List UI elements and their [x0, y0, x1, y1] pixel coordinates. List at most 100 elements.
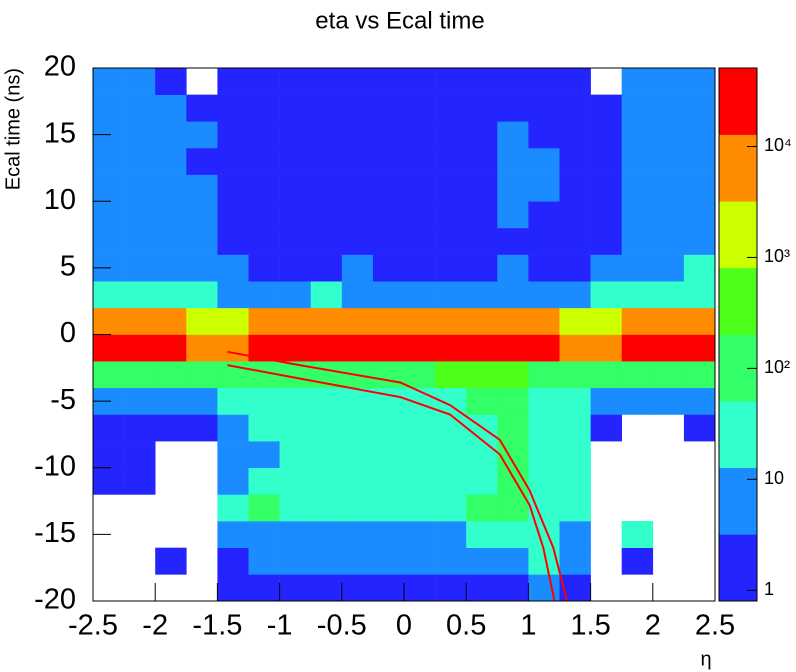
heatmap-cell — [310, 227, 343, 255]
heatmap-cell — [217, 254, 249, 282]
heatmap-cell — [652, 174, 685, 202]
heatmap-cell — [404, 94, 436, 122]
heatmap-cell — [248, 521, 280, 548]
heatmap-cell — [435, 94, 467, 122]
heatmap-cell — [559, 414, 591, 442]
heatmap-cell — [497, 68, 529, 95]
heatmap-cell — [279, 307, 311, 335]
heatmap-cell — [559, 94, 591, 122]
heatmap-cell — [621, 281, 654, 309]
heatmap-cell — [683, 174, 716, 202]
heatmap-cell — [341, 94, 374, 122]
heatmap-cell — [621, 254, 654, 282]
heatmap-cell — [372, 414, 405, 442]
heatmap-cell — [186, 361, 218, 389]
heatmap-cell — [528, 334, 560, 362]
heatmap-cell — [466, 227, 498, 255]
heatmap-cell — [435, 201, 467, 229]
heatmap-cell — [217, 307, 249, 335]
heatmap-cell — [435, 281, 467, 309]
heatmap — [93, 68, 716, 602]
heatmap-cell — [217, 121, 249, 149]
heatmap-cell — [341, 201, 374, 229]
heatmap-cell — [124, 227, 156, 255]
heatmap-cell — [124, 121, 156, 149]
heatmap-cell — [528, 281, 560, 309]
heatmap-cell — [279, 94, 311, 122]
y-tick-label: 5 — [60, 251, 76, 283]
heatmap-cell — [559, 467, 591, 495]
heatmap-cell — [372, 467, 405, 495]
y-tick-label: 20 — [44, 51, 76, 83]
heatmap-cell — [217, 94, 249, 122]
heatmap-cell — [652, 94, 685, 122]
heatmap-cell — [341, 521, 374, 548]
heatmap-cell — [341, 121, 374, 149]
x-tick-label: 2.5 — [695, 610, 735, 642]
heatmap-cell — [466, 281, 498, 309]
heatmap-cell — [372, 94, 405, 122]
color-bar-band — [719, 467, 757, 535]
heatmap-cell — [279, 547, 311, 575]
heatmap-cell — [93, 94, 125, 122]
heatmap-cell — [155, 361, 187, 389]
heatmap-cell — [155, 147, 187, 175]
heatmap-cell — [559, 361, 591, 389]
heatmap-cell — [466, 494, 498, 522]
heatmap-cell — [404, 547, 436, 575]
heatmap-cell — [155, 387, 187, 415]
heatmap-cell — [404, 121, 436, 149]
heatmap-cell — [186, 387, 218, 415]
heatmap-cell — [217, 201, 249, 229]
heatmap-cell — [435, 254, 467, 282]
heatmap-cell — [372, 361, 405, 389]
heatmap-cell — [372, 307, 405, 335]
heatmap-cell — [466, 361, 498, 389]
heatmap-cell — [310, 94, 343, 122]
heatmap-cell — [404, 68, 436, 95]
heatmap-cell — [404, 521, 436, 548]
heatmap-cell — [248, 68, 280, 95]
heatmap-cell — [528, 254, 560, 282]
heatmap-cell — [497, 94, 529, 122]
heatmap-cell — [93, 68, 125, 95]
color-bar-band — [719, 68, 757, 135]
heatmap-cell — [372, 334, 405, 362]
heatmap-cell — [559, 174, 591, 202]
heatmap-cell — [341, 281, 374, 309]
heatmap-cell — [590, 254, 622, 282]
heatmap-cell — [404, 334, 436, 362]
heatmap-cell — [528, 307, 560, 335]
z-tick-label: 10² — [764, 357, 790, 377]
heatmap-cell — [372, 281, 405, 309]
heatmap-cell — [621, 227, 654, 255]
heatmap-cell — [435, 334, 467, 362]
x-tick-label: -1 — [267, 610, 293, 642]
heatmap-cell — [466, 147, 498, 175]
heatmap-cell — [248, 174, 280, 202]
z-tick-label: 10⁴ — [764, 135, 792, 155]
heatmap-cell — [341, 494, 374, 522]
heatmap-cell — [683, 281, 716, 309]
heatmap-cell — [497, 254, 529, 282]
heatmap-cell — [559, 121, 591, 149]
heatmap-cell — [372, 174, 405, 202]
heatmap-cell — [155, 307, 187, 335]
heatmap-cell — [466, 201, 498, 229]
heatmap-cell — [404, 281, 436, 309]
heatmap-cell — [279, 281, 311, 309]
heatmap-cell — [217, 441, 249, 469]
heatmap-cell — [497, 201, 529, 229]
heatmap-cell — [372, 574, 405, 602]
x-tick-label: 0 — [396, 610, 412, 642]
heatmap-cell — [310, 414, 343, 442]
heatmap-cell — [621, 121, 654, 149]
heatmap-cell — [248, 547, 280, 575]
heatmap-cell — [404, 254, 436, 282]
heatmap-cell — [652, 227, 685, 255]
heatmap-cell — [404, 361, 436, 389]
heatmap-cell — [652, 307, 685, 335]
heatmap-cell — [528, 147, 560, 175]
heatmap-cell — [559, 574, 591, 602]
heatmap-cell — [93, 307, 125, 335]
